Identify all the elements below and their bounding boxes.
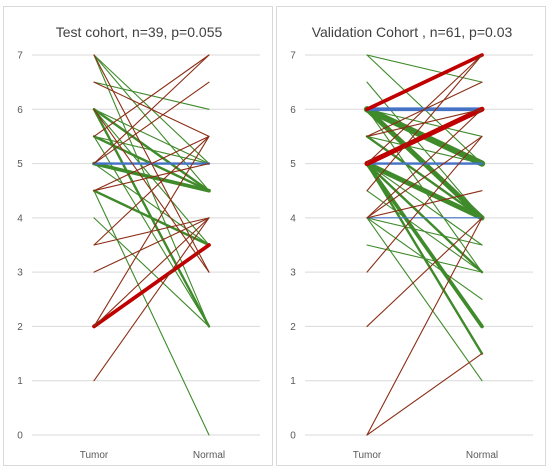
y-tick-label: 6 [290, 105, 296, 116]
y-tick-label: 5 [290, 159, 296, 170]
patient-pair-line [93, 108, 210, 273]
patient-pair-line [366, 108, 483, 219]
series-lines [363, 53, 486, 436]
patient-pair-line [366, 217, 483, 327]
y-tick-label: 6 [17, 105, 23, 116]
y-tick-label: 1 [17, 376, 23, 387]
y-tick-label: 1 [290, 376, 296, 387]
y-tick-label: 4 [17, 213, 23, 224]
y-tick-label: 2 [17, 322, 23, 333]
test-cohort-chart: Test cohort, n=39, p=0.055 0 1 2 3 4 5 6 7 Tumor N… [3, 6, 273, 466]
patient-pair-line [366, 217, 483, 246]
patient-pair-line [364, 161, 485, 221]
patient-pair-line [366, 81, 483, 137]
patient-pair-line [93, 163, 210, 246]
chart-title: Validation Cohort , n=61, p=0.03 [312, 24, 513, 40]
patient-pair-line [93, 81, 210, 165]
patient-pair-line [366, 353, 483, 436]
validation-cohort-chart: Validation Cohort , n=61, p=0.03 0 1 2 3 4 5 6 7… [276, 6, 546, 466]
patient-pair-line [93, 81, 210, 137]
patient-pair-line [366, 217, 483, 382]
x-category-label: Normal [466, 450, 498, 461]
validation-cohort-plot: Validation Cohort , n=61, p=0.03 0 1 2 3 4 5 6 7… [290, 24, 533, 461]
patient-pair-line [93, 190, 210, 436]
test-cohort-plot: Test cohort, n=39, p=0.055 0 1 2 3 4 5 6 7 Tumor N… [17, 24, 260, 461]
patient-pair-line [365, 53, 484, 112]
patient-pair-line [366, 217, 483, 436]
y-tick-label: 4 [290, 213, 296, 224]
y-tick-label: 0 [17, 431, 23, 442]
y-tick-label: 0 [290, 431, 296, 442]
patient-pair-line [93, 217, 210, 273]
patient-pair-line [93, 54, 210, 137]
y-tick-label: 5 [17, 159, 23, 170]
patient-pair-line [93, 135, 210, 165]
patient-pair-line [365, 161, 484, 329]
patient-pair-line [364, 106, 485, 167]
patient-pair-line [366, 54, 483, 83]
y-tick-label: 3 [17, 268, 23, 279]
patient-pair-line [93, 163, 210, 192]
patient-pair-line [366, 54, 483, 192]
patient-pair-line [93, 108, 210, 165]
y-tick-label: 3 [290, 268, 296, 279]
patient-pair-line [92, 243, 211, 329]
patient-pair-line [93, 217, 210, 246]
patient-pair-line [93, 217, 210, 382]
x-category-label: Normal [193, 450, 225, 461]
chart-title: Test cohort, n=39, p=0.055 [56, 24, 223, 40]
patient-pair-line [366, 135, 483, 219]
patient-pair-line [366, 244, 483, 273]
y-tick-label: 2 [290, 322, 296, 333]
x-category-label: Tumor [80, 450, 109, 461]
y-tick-label: 7 [17, 51, 23, 62]
series-lines [92, 54, 211, 436]
y-tick-label: 7 [290, 51, 296, 62]
x-category-label: Tumor [353, 450, 382, 461]
patient-pair-line [366, 135, 483, 273]
